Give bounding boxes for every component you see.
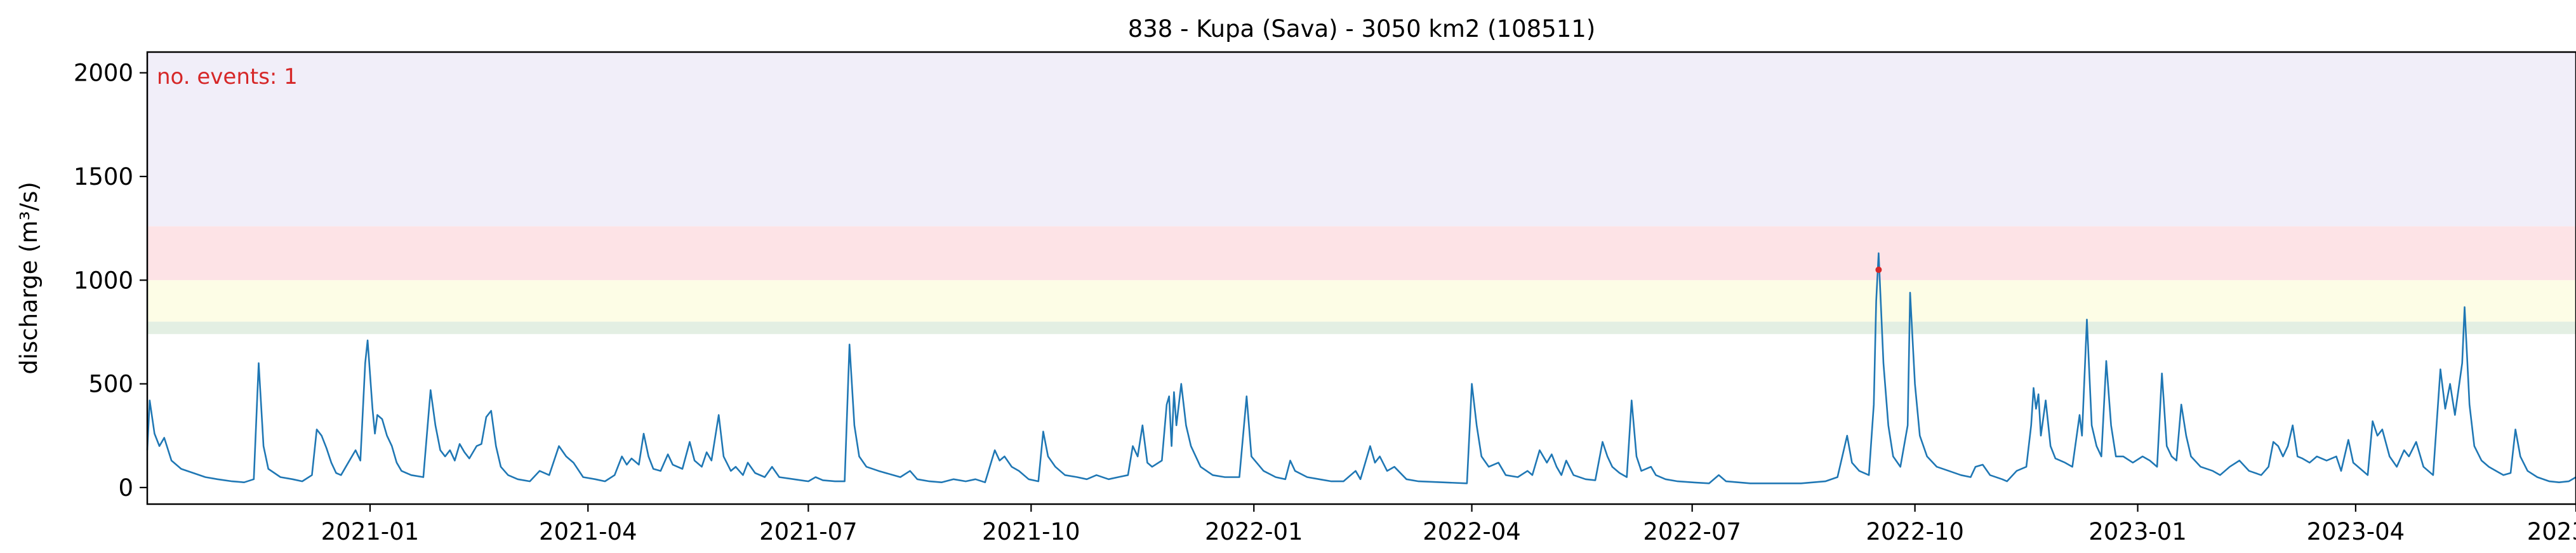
x-tick-label: 2021-04 (539, 518, 637, 545)
y-tick-label: 1000 (74, 267, 133, 294)
y-tick-label: 2000 (74, 60, 133, 87)
plot-frame (146, 51, 2576, 505)
x-axis: 2021-01 2021-04 2021-07 2021-10 2022-01 2022-… (321, 504, 2576, 545)
chart-title: 838 - Kupa (Sava) - 3050 km2 (108511) (1128, 15, 1596, 43)
x-tick-label: 2022-04 (1423, 518, 1521, 545)
threshold-band-3 (147, 226, 2576, 281)
threshold-bands (147, 52, 2576, 335)
x-tick-label: 2023-07 (2527, 518, 2576, 545)
x-tick-label: 2022-07 (1643, 518, 1741, 545)
threshold-band-1 (147, 321, 2576, 335)
event-points (1875, 266, 1882, 273)
event-point (1875, 266, 1882, 273)
events-annotation: no. events: 1 (157, 64, 298, 90)
x-tick-label: 2021-10 (982, 518, 1080, 545)
discharge-series-line (146, 252, 2576, 484)
x-tick-label: 2022-01 (1205, 518, 1303, 545)
threshold-band-4 (147, 52, 2576, 227)
y-axis-label: discharge (m³/s) (15, 182, 43, 375)
x-tick-label: 2021-01 (321, 518, 420, 545)
y-tick-label: 1500 (74, 163, 133, 190)
series-layer (146, 252, 2576, 484)
threshold-band-2 (147, 280, 2576, 322)
y-axis: 0 500 1000 1500 2000 (74, 60, 147, 502)
y-tick-label: 0 (118, 474, 133, 502)
x-tick-label: 2022-10 (1866, 518, 1964, 545)
y-tick-label: 500 (88, 371, 133, 398)
x-tick-label: 2023-04 (2307, 518, 2405, 545)
x-tick-label: 2021-07 (759, 518, 858, 545)
x-tick-label: 2023-01 (2088, 518, 2187, 545)
